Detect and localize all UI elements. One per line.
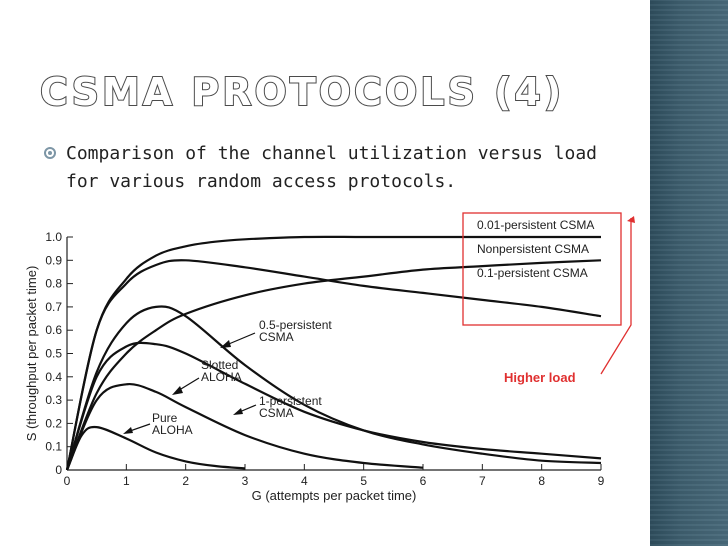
label-pure-aloha: Pure [152, 411, 178, 425]
x-axis-label: G (attempts per packet time) [252, 488, 417, 503]
y-tick-label: 0.3 [45, 393, 62, 407]
bullet-point: Comparison of the channel utilization ve… [44, 140, 634, 196]
pointer-pure-head-icon [123, 427, 133, 434]
y-tick-label: 0.1 [45, 440, 62, 454]
higher-load-label: Higher load [504, 370, 576, 385]
decorative-side-bar [650, 0, 728, 546]
y-tick-label: 0.8 [45, 277, 62, 291]
curve-1-persistent-csma [65, 341, 602, 471]
x-tick-label: 0 [64, 474, 71, 488]
label-1-persistent: 1-persistent [259, 394, 322, 408]
bullet-icon [44, 147, 56, 159]
chart-tick-labels: 0 1 2 3 4 5 6 7 8 9 0 0.1 0.2 0.3 0.4 0.5 0.6 0.7 0.8 0.9 1.… [24, 230, 605, 503]
y-tick-label: 0.9 [45, 253, 62, 267]
curve-slotted-aloha [65, 382, 424, 471]
x-tick-label: 3 [242, 474, 249, 488]
label-1-persistent: CSMA [259, 406, 294, 420]
label-slotted-aloha: ALOHA [201, 370, 242, 384]
y-tick-label: 0.7 [45, 300, 62, 314]
legend-label: 0.01-persistent CSMA [477, 218, 594, 232]
pointer-0-5-head-icon [220, 340, 231, 348]
y-tick-label: 1.0 [45, 230, 62, 244]
x-tick-label: 8 [538, 474, 545, 488]
label-0-5-persistent: CSMA [259, 330, 294, 344]
x-tick-label: 6 [420, 474, 427, 488]
curve-0-01-persistent-csma [65, 235, 601, 471]
legend-label: Nonpersistent CSMA [477, 242, 589, 256]
y-tick-label: 0.5 [45, 347, 62, 361]
chart-axes [66, 236, 602, 471]
label-slotted-aloha: Slotted [201, 358, 238, 372]
x-tick-label: 4 [301, 474, 308, 488]
bullet-text: Comparison of the channel utilization ve… [66, 143, 598, 192]
legend-label: 0.1-persistent CSMA [477, 266, 588, 280]
slide-title: CSMA PROTOCOLS (4) [39, 69, 565, 115]
curve-0-5-persistent-csma [65, 305, 602, 471]
y-axis-label: S (throughput per packet time) [24, 266, 39, 442]
x-tick-label: 1 [123, 474, 130, 488]
pointer-1-head-icon [233, 408, 243, 415]
higher-load-bracket [600, 218, 632, 375]
curve-pure-aloha [65, 425, 246, 471]
label-0-5-persistent: 0.5-persistent [259, 318, 332, 332]
x-tick-label: 5 [360, 474, 367, 488]
arrow-head-icon [627, 216, 635, 223]
x-tick-label: 2 [182, 474, 189, 488]
y-tick-label: 0.6 [45, 323, 62, 337]
y-tick-label: 0.2 [45, 416, 62, 430]
chart-annotations: 0.01-persistent CSMA Nonpersistent CSMA 0.… [123, 212, 635, 437]
curve-nonpersistent-csma [65, 259, 602, 471]
x-tick-label: 7 [479, 474, 486, 488]
highlight-box [462, 212, 622, 326]
y-tick-label: 0 [55, 463, 62, 477]
label-pure-aloha: ALOHA [152, 423, 193, 437]
throughput-chart: 0 1 2 3 4 5 6 7 8 9 0 0.1 0.2 0.3 0.4 0.5 0.6 0.7 0.8 0.9 1.… [24, 212, 635, 503]
chart-curves [65, 235, 602, 471]
pointer-slotted-head-icon [172, 386, 183, 395]
curve-0-1-persistent-csma [65, 259, 602, 471]
x-tick-label: 9 [598, 474, 605, 488]
y-tick-label: 0.4 [45, 370, 62, 384]
